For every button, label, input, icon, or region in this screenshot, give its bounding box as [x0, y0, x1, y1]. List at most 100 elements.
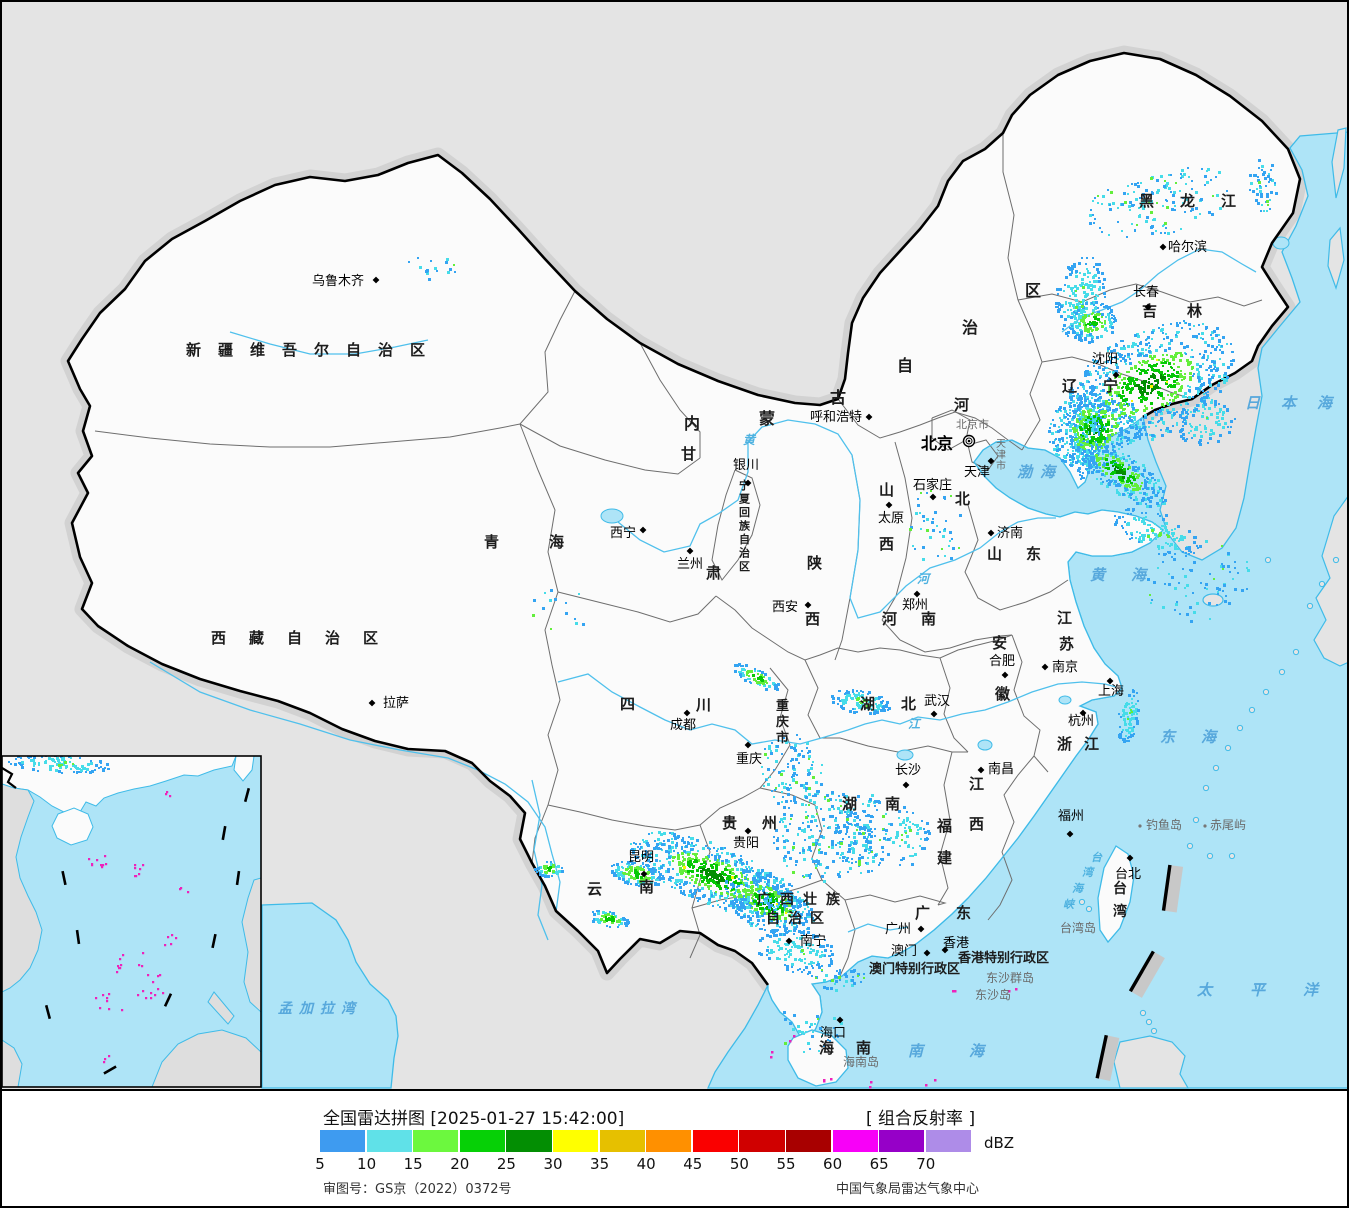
city-marker	[987, 529, 995, 537]
inset-dash	[61, 870, 67, 886]
map-label: 济南	[997, 525, 1023, 541]
hainan-island	[787, 1029, 849, 1087]
province-boundary	[1017, 299, 1043, 451]
map-label: 西	[879, 535, 894, 553]
map-label: 古	[830, 388, 846, 407]
legend-tick: 50	[729, 1155, 749, 1173]
map-label: 昆明	[628, 850, 654, 865]
legend-tick: 40	[636, 1155, 656, 1173]
dash-line	[211, 933, 217, 949]
inset-dash	[211, 933, 217, 949]
map-label: 澳门特别行政区	[869, 961, 960, 977]
map-label: 甘	[681, 445, 696, 463]
map-label: 西	[969, 815, 984, 833]
river	[557, 673, 1117, 745]
legend-tick: 60	[823, 1155, 843, 1173]
legend-swatch	[413, 1130, 459, 1152]
map-label: 重庆	[736, 751, 762, 767]
inset-indochina	[2, 783, 43, 993]
small-island	[1139, 1009, 1147, 1017]
map-label: 贵阳	[733, 836, 759, 851]
dash-line	[44, 1004, 52, 1020]
map-label: 拉萨	[383, 696, 409, 711]
map-label: 上海	[1098, 684, 1124, 699]
qinghai-lake	[600, 508, 624, 524]
map-label: 黑龙江	[1139, 192, 1262, 210]
map-label: 河南	[882, 610, 960, 628]
map-label: 日本海	[1245, 394, 1349, 412]
map-label: 北	[955, 490, 970, 508]
city-marker	[917, 925, 925, 933]
japan-kyushu	[1313, 493, 1349, 667]
province-boundary	[547, 787, 761, 831]
map-label: 河	[954, 396, 969, 414]
map-label: 辽宁	[1062, 377, 1144, 395]
small-island	[1206, 852, 1214, 860]
map-label: 徽	[994, 685, 1011, 703]
taiwan-island	[1097, 845, 1135, 944]
map-label: 治	[962, 318, 978, 337]
legend-tick: 15	[403, 1155, 423, 1173]
province-boundary	[759, 667, 791, 789]
unit-label: dBZ	[984, 1134, 1015, 1152]
small-island	[1085, 905, 1093, 913]
city-marker	[744, 479, 752, 487]
map-label: 浙江	[1057, 735, 1111, 753]
dash-line	[103, 1065, 117, 1075]
map-label: 香港	[943, 936, 969, 951]
city-marker	[1079, 709, 1087, 717]
small-island	[1150, 1027, 1158, 1035]
city-marker	[640, 870, 648, 878]
city-marker	[785, 937, 793, 945]
legend-tick: 70	[916, 1155, 936, 1173]
dash-line	[1128, 950, 1155, 993]
map-label: 西安	[772, 600, 798, 615]
small-island	[1262, 688, 1270, 696]
dash-line	[1161, 864, 1172, 911]
small-island	[1192, 816, 1200, 824]
south-china-sea-inset	[1, 755, 262, 1088]
legend-swatch	[553, 1130, 599, 1152]
city-marker	[930, 710, 938, 718]
capital-marker	[965, 437, 973, 445]
province-boundary	[1002, 133, 1019, 301]
legend-swatch	[599, 1130, 645, 1152]
legend-swatch	[506, 1130, 552, 1152]
small-island	[1278, 668, 1286, 676]
legend-tick: 25	[496, 1155, 516, 1173]
legend-panel: 全国雷达拼图 [2025-01-27 15:42:00] [ 组合反射率 ] 5…	[0, 1089, 1349, 1208]
inset-dash	[243, 787, 251, 803]
small-island	[1212, 764, 1220, 772]
city-marker	[639, 526, 647, 534]
province-boundary	[839, 899, 856, 977]
map-label: 南昌	[988, 761, 1014, 777]
legend-tick: 10	[357, 1155, 377, 1173]
map-label: 建	[937, 849, 953, 867]
small-island	[1264, 556, 1272, 564]
legend-tick: 30	[543, 1155, 563, 1173]
province-boundary	[967, 439, 999, 471]
city-marker	[977, 766, 985, 774]
map-label: 湖南	[842, 795, 928, 813]
map-label: 四	[620, 695, 635, 713]
map-label: 呼和浩特	[810, 410, 862, 425]
map-label: 东海	[1160, 728, 1242, 746]
city-marker	[804, 601, 812, 609]
province-boundary	[519, 290, 576, 425]
river	[229, 331, 429, 355]
map-label: 新疆维吾尔自治区	[186, 341, 442, 359]
map-label: 贵	[722, 814, 737, 832]
map-label: 香港特别行政区	[957, 950, 1049, 966]
china-national-border	[66, 51, 1302, 986]
map-label: 兰州	[677, 557, 703, 572]
legend-swatch	[739, 1130, 785, 1152]
map-label: 海	[1072, 882, 1085, 895]
legend-swatch	[366, 1130, 412, 1152]
small-island	[1306, 602, 1314, 610]
map-label: 福州	[1058, 809, 1084, 824]
map-label: 澳门	[891, 943, 917, 959]
dash-line	[61, 870, 67, 886]
map-label: 川	[695, 696, 711, 714]
city-marker	[941, 946, 949, 954]
